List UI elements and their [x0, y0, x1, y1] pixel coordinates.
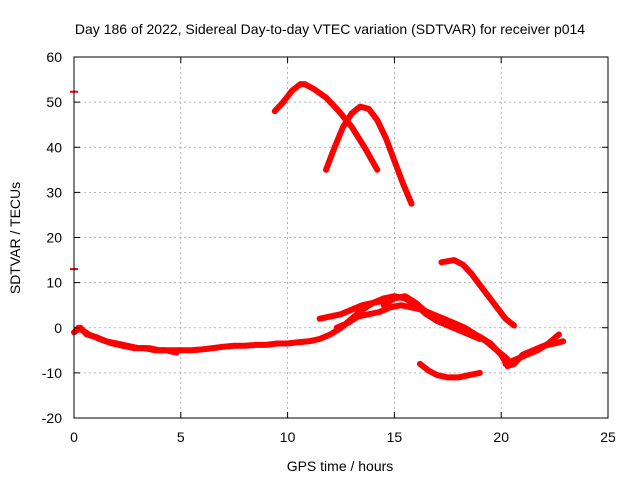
series-line-track-10 — [502, 331, 562, 367]
x-tick-label: 10 — [280, 429, 296, 445]
grid-layer — [74, 57, 608, 418]
series-line-track-2 — [75, 324, 180, 356]
y-tick-label: 0 — [54, 320, 62, 336]
series-line-track-9 — [417, 360, 483, 381]
y-tick-label: 40 — [46, 139, 62, 155]
y-tick-label: 60 — [46, 49, 62, 65]
x-axis-label: GPS time / hours — [287, 458, 394, 474]
x-tick-label: 20 — [493, 429, 509, 445]
x-tick-label: 15 — [387, 429, 403, 445]
x-tick-label: 5 — [177, 429, 185, 445]
series-line-track-1 — [71, 293, 567, 370]
x-tick-label: 0 — [70, 429, 78, 445]
series-layer — [70, 81, 567, 381]
y-axis-label: SDTVAR / TECUs — [7, 182, 23, 294]
y-tick-label: 10 — [46, 275, 62, 291]
y-tick-label: -10 — [42, 365, 62, 381]
y-tick-label: 20 — [46, 230, 62, 246]
chart-title: Day 186 of 2022, Sidereal Day-to-day VTE… — [75, 21, 585, 37]
series-line-track-6 — [271, 81, 381, 173]
x-tick-label: 25 — [600, 429, 616, 445]
series-line-track-7 — [323, 103, 415, 207]
tick-layer: 0 5 10 15 20 25 -20 -10 0 10 20 30 40 50 60 — [42, 49, 616, 445]
series-line-track-8 — [438, 257, 517, 329]
y-tick-label: -20 — [42, 410, 62, 426]
series-line-track-3 — [316, 297, 387, 322]
series-line-track-5 — [380, 293, 483, 342]
y-tick-label: 30 — [46, 184, 62, 200]
y-tick-label: 50 — [46, 94, 62, 110]
